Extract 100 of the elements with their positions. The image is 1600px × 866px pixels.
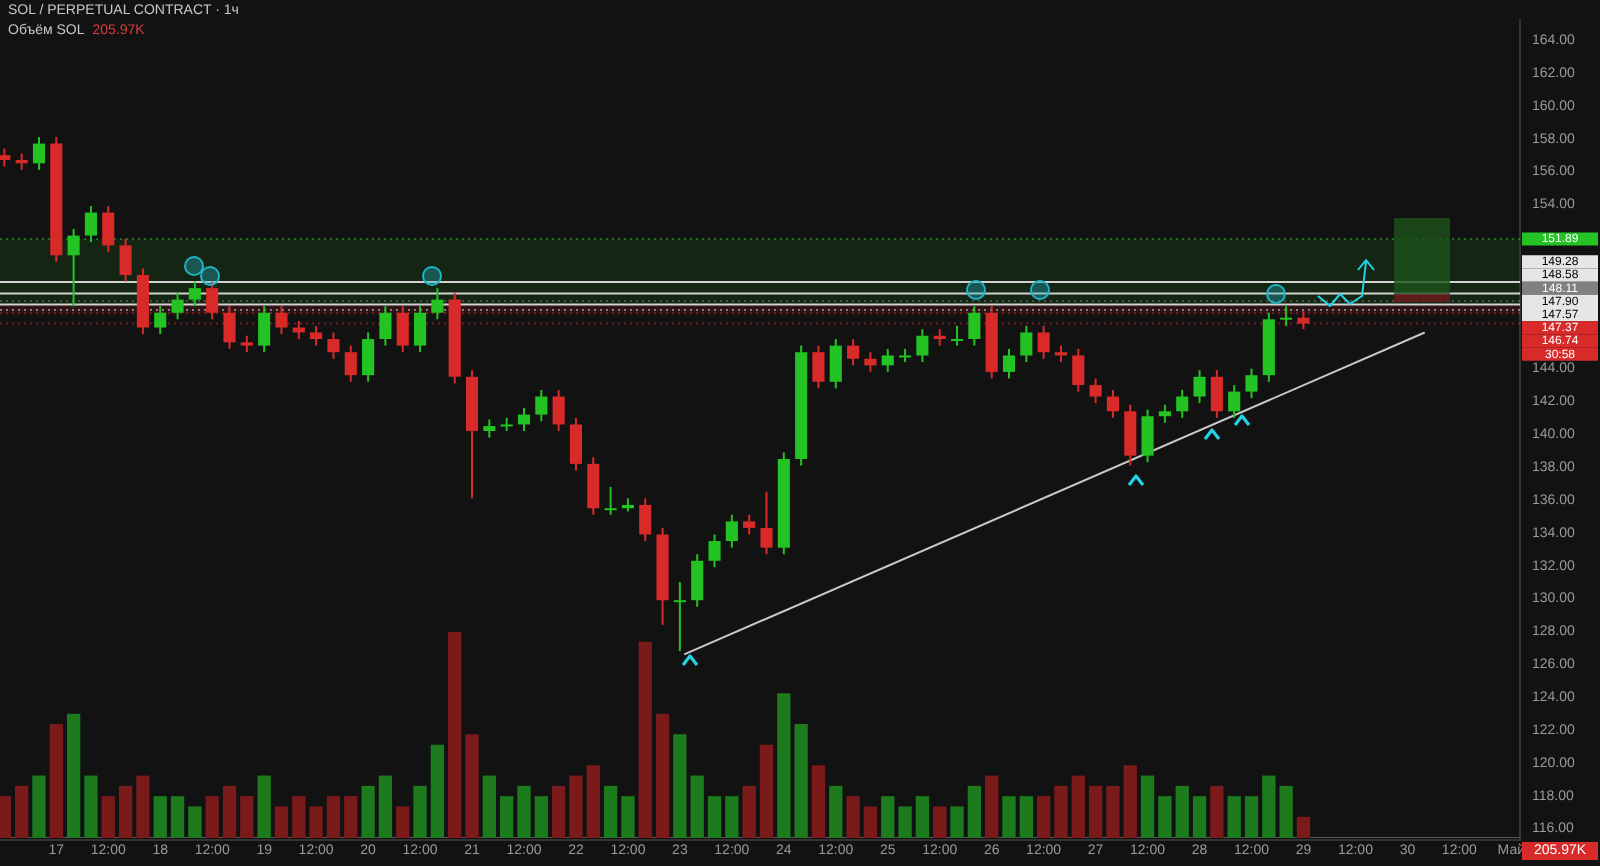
bar — [569, 775, 583, 838]
candlestick — [569, 416, 583, 472]
candlestick — [604, 485, 617, 516]
bar — [465, 734, 479, 838]
candlestick — [552, 388, 565, 433]
bar — [846, 796, 860, 838]
candlestick — [84, 205, 97, 244]
bar — [32, 775, 46, 838]
candlestick — [223, 305, 236, 350]
bar — [1158, 796, 1172, 838]
bar — [638, 641, 652, 838]
bar — [101, 796, 115, 838]
candlestick — [760, 490, 773, 556]
bar — [517, 785, 531, 838]
candlestick — [864, 351, 877, 373]
bar — [1210, 785, 1224, 838]
candlestick — [829, 338, 842, 390]
bar — [205, 796, 219, 838]
bar — [551, 785, 566, 838]
candlestick — [1089, 377, 1102, 405]
candlestick — [691, 553, 704, 608]
bar — [170, 796, 185, 838]
bar — [1054, 785, 1068, 838]
candlestick — [587, 456, 600, 516]
bar — [66, 713, 81, 838]
candlestick — [639, 497, 652, 543]
candlestick — [362, 331, 375, 383]
bar — [603, 785, 618, 838]
candlestick — [535, 388, 548, 423]
bar — [1002, 796, 1016, 838]
candlestick — [310, 324, 323, 347]
candlestick — [916, 328, 929, 364]
candlestick — [1020, 324, 1033, 364]
candlestick — [812, 344, 825, 390]
candlestick — [1002, 347, 1016, 380]
bar — [309, 806, 323, 838]
bar — [933, 806, 947, 838]
candlestick — [188, 280, 201, 308]
candlestick — [1280, 305, 1293, 327]
candlestick — [483, 418, 496, 439]
bar — [898, 806, 912, 838]
bar — [84, 775, 98, 838]
candlestick — [847, 338, 860, 367]
bar — [1019, 796, 1033, 838]
bar — [344, 796, 358, 838]
bar — [1296, 816, 1311, 838]
bar — [967, 785, 982, 838]
bar — [881, 796, 895, 838]
bar — [1192, 796, 1207, 838]
bar — [274, 806, 289, 838]
bar — [1106, 785, 1120, 838]
candlestick — [1158, 403, 1171, 424]
candlestick — [258, 305, 271, 354]
bar — [1036, 796, 1051, 838]
candlestick — [206, 280, 219, 321]
candlestick — [413, 305, 427, 354]
bar — [0, 796, 11, 838]
bar — [1071, 775, 1085, 838]
bar — [1262, 775, 1276, 838]
bar — [621, 796, 635, 838]
bar — [153, 796, 167, 838]
bar — [326, 796, 341, 838]
bar — [811, 765, 826, 838]
bar — [915, 796, 930, 838]
candlestick — [1210, 369, 1223, 419]
bar — [655, 713, 670, 838]
bar — [361, 785, 375, 838]
bar — [1227, 796, 1241, 838]
candlestick — [379, 305, 392, 347]
candlestick — [1176, 388, 1189, 419]
bar — [777, 693, 791, 838]
bar — [725, 796, 739, 838]
candlestick — [396, 305, 409, 354]
bar — [136, 775, 150, 838]
bar — [500, 796, 514, 838]
bar — [1088, 785, 1103, 838]
bar — [14, 785, 29, 838]
bar — [707, 796, 722, 838]
bar — [448, 632, 462, 838]
candlestick — [950, 324, 964, 347]
bar — [257, 775, 271, 838]
bar — [1175, 785, 1189, 838]
candlestick — [968, 305, 981, 347]
bar — [49, 724, 63, 838]
bar — [430, 744, 445, 838]
candlestick — [431, 287, 444, 321]
candlestick — [119, 237, 132, 283]
bar — [829, 785, 843, 838]
candlestick — [67, 228, 80, 308]
bar — [863, 806, 878, 838]
bar — [222, 785, 237, 838]
bar — [673, 734, 687, 838]
candlestick — [0, 147, 11, 168]
candlestick — [725, 513, 738, 549]
bar — [240, 796, 254, 838]
bar — [1140, 775, 1155, 838]
candlestick — [171, 292, 184, 321]
bar — [292, 796, 306, 838]
candlestick — [327, 331, 340, 360]
bar — [759, 744, 774, 838]
